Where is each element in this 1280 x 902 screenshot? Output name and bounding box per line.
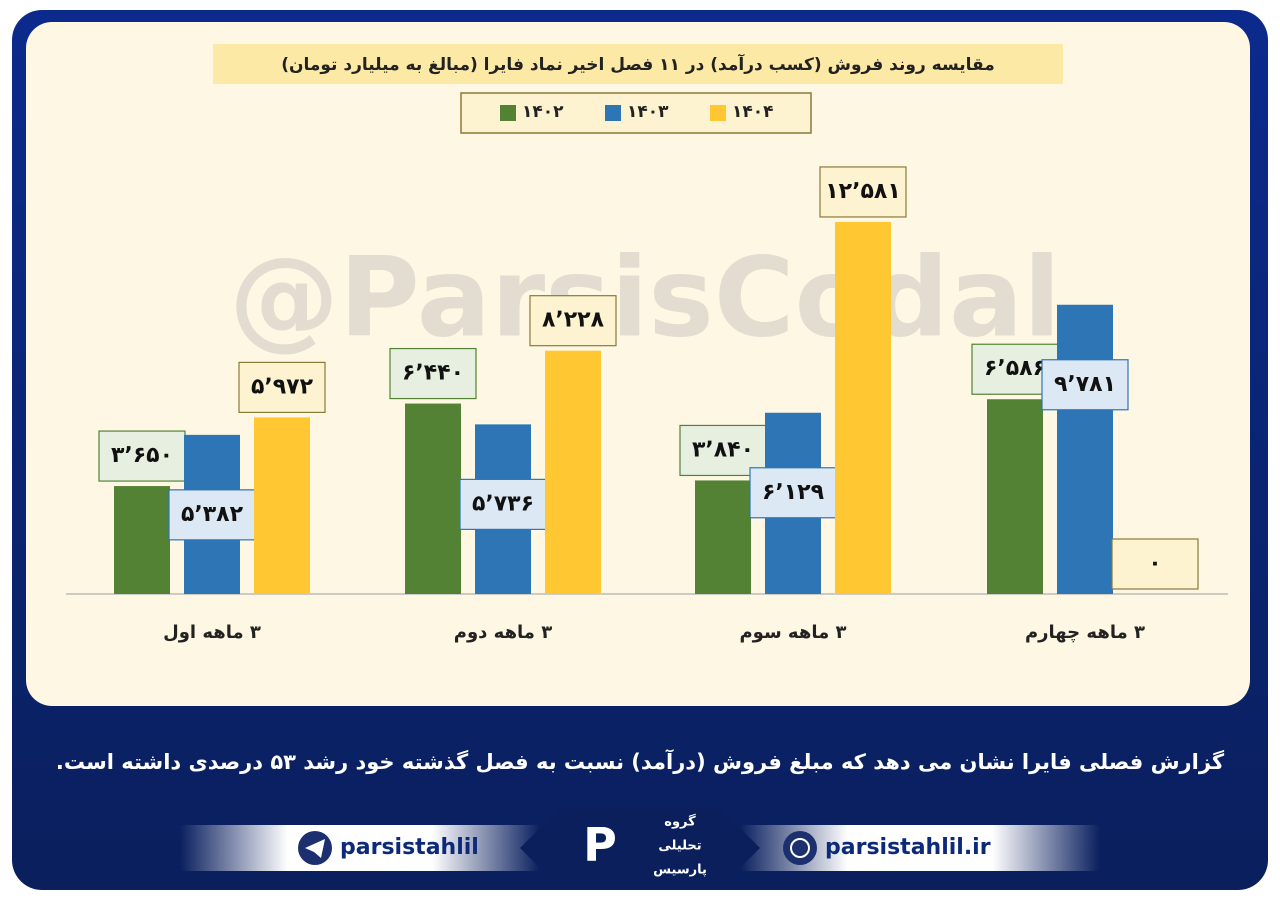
- value-label: ۶٬۵۸۶: [984, 356, 1046, 381]
- legend-swatch: [605, 105, 621, 121]
- value-label: ۰: [1148, 551, 1161, 576]
- value-label-box: [1111, 538, 1199, 590]
- panel: [26, 22, 1250, 706]
- value-label: ۶٬۱۲۹: [762, 480, 824, 505]
- bar: [987, 399, 1043, 594]
- value-label: ۵٬۹۷۲: [251, 374, 314, 399]
- logo-line: پارسیس: [653, 863, 707, 878]
- x-tick-label: ۳ ماهه اول: [163, 622, 261, 643]
- value-label: ۸٬۲۲۸: [542, 308, 605, 333]
- bar: [405, 403, 461, 594]
- value-label: ۹٬۷۸۱: [1054, 372, 1116, 397]
- value-label: ۶٬۴۴۰: [402, 361, 464, 386]
- website[interactable]: parsistahlil.ir: [825, 835, 991, 860]
- value-label-box: [749, 467, 837, 519]
- legend-label: ۱۴۰۴: [732, 102, 774, 122]
- title-bg: [213, 44, 1063, 84]
- legend-label: ۱۴۰۲: [522, 102, 564, 122]
- value-label-box: [1041, 359, 1129, 411]
- legend-label: ۱۴۰۳: [627, 102, 669, 122]
- logo-line: گروه: [664, 814, 696, 830]
- logo-line: تحلیلی: [658, 839, 701, 854]
- web-glyph: [790, 838, 810, 858]
- pill-left: [180, 825, 540, 871]
- legend-box: [460, 92, 812, 134]
- bar: [545, 350, 601, 594]
- value-label-box: [98, 430, 186, 482]
- chart-title: مقایسه روند فروش (کسب درآمد) در ۱۱ فصل ا…: [281, 53, 995, 75]
- watermark: @ParsisCodal: [229, 233, 1061, 361]
- value-label: ۵٬۷۳۶: [472, 491, 534, 516]
- x-tick-label: ۳ ماهه چهارم: [1025, 622, 1145, 643]
- x-tick-label: ۳ ماهه سوم: [739, 622, 846, 643]
- web-icon: [783, 831, 817, 865]
- legend-swatch: [710, 105, 726, 121]
- value-label: ۳٬۶۵۰: [111, 443, 173, 468]
- legend-swatch: [500, 105, 516, 121]
- bar: [695, 480, 751, 594]
- footer-note: گزارش فصلی فایرا نشان می دهد که مبلغ فرو…: [56, 749, 1225, 774]
- bar: [835, 221, 891, 594]
- bar: [254, 417, 310, 594]
- value-label: ۱۲٬۵۸۱: [825, 179, 901, 204]
- logo-bg: [520, 808, 760, 888]
- telegram-glyph: [305, 839, 325, 858]
- value-label-box: [529, 295, 617, 347]
- value-label: ۵٬۳۸۲: [181, 502, 244, 527]
- value-label: ۳٬۸۴۰: [692, 437, 754, 462]
- x-tick-label: ۳ ماهه دوم: [454, 622, 552, 643]
- value-label-box: [459, 478, 547, 530]
- value-label-box: [389, 347, 477, 400]
- logo-mark: P: [583, 818, 617, 872]
- bar: [114, 486, 170, 594]
- value-label-box: [819, 166, 907, 218]
- bar: [1057, 304, 1113, 594]
- value-label-box: [238, 361, 326, 413]
- value-label-box: [168, 489, 256, 541]
- telegram-handle[interactable]: parsistahlil: [340, 835, 479, 860]
